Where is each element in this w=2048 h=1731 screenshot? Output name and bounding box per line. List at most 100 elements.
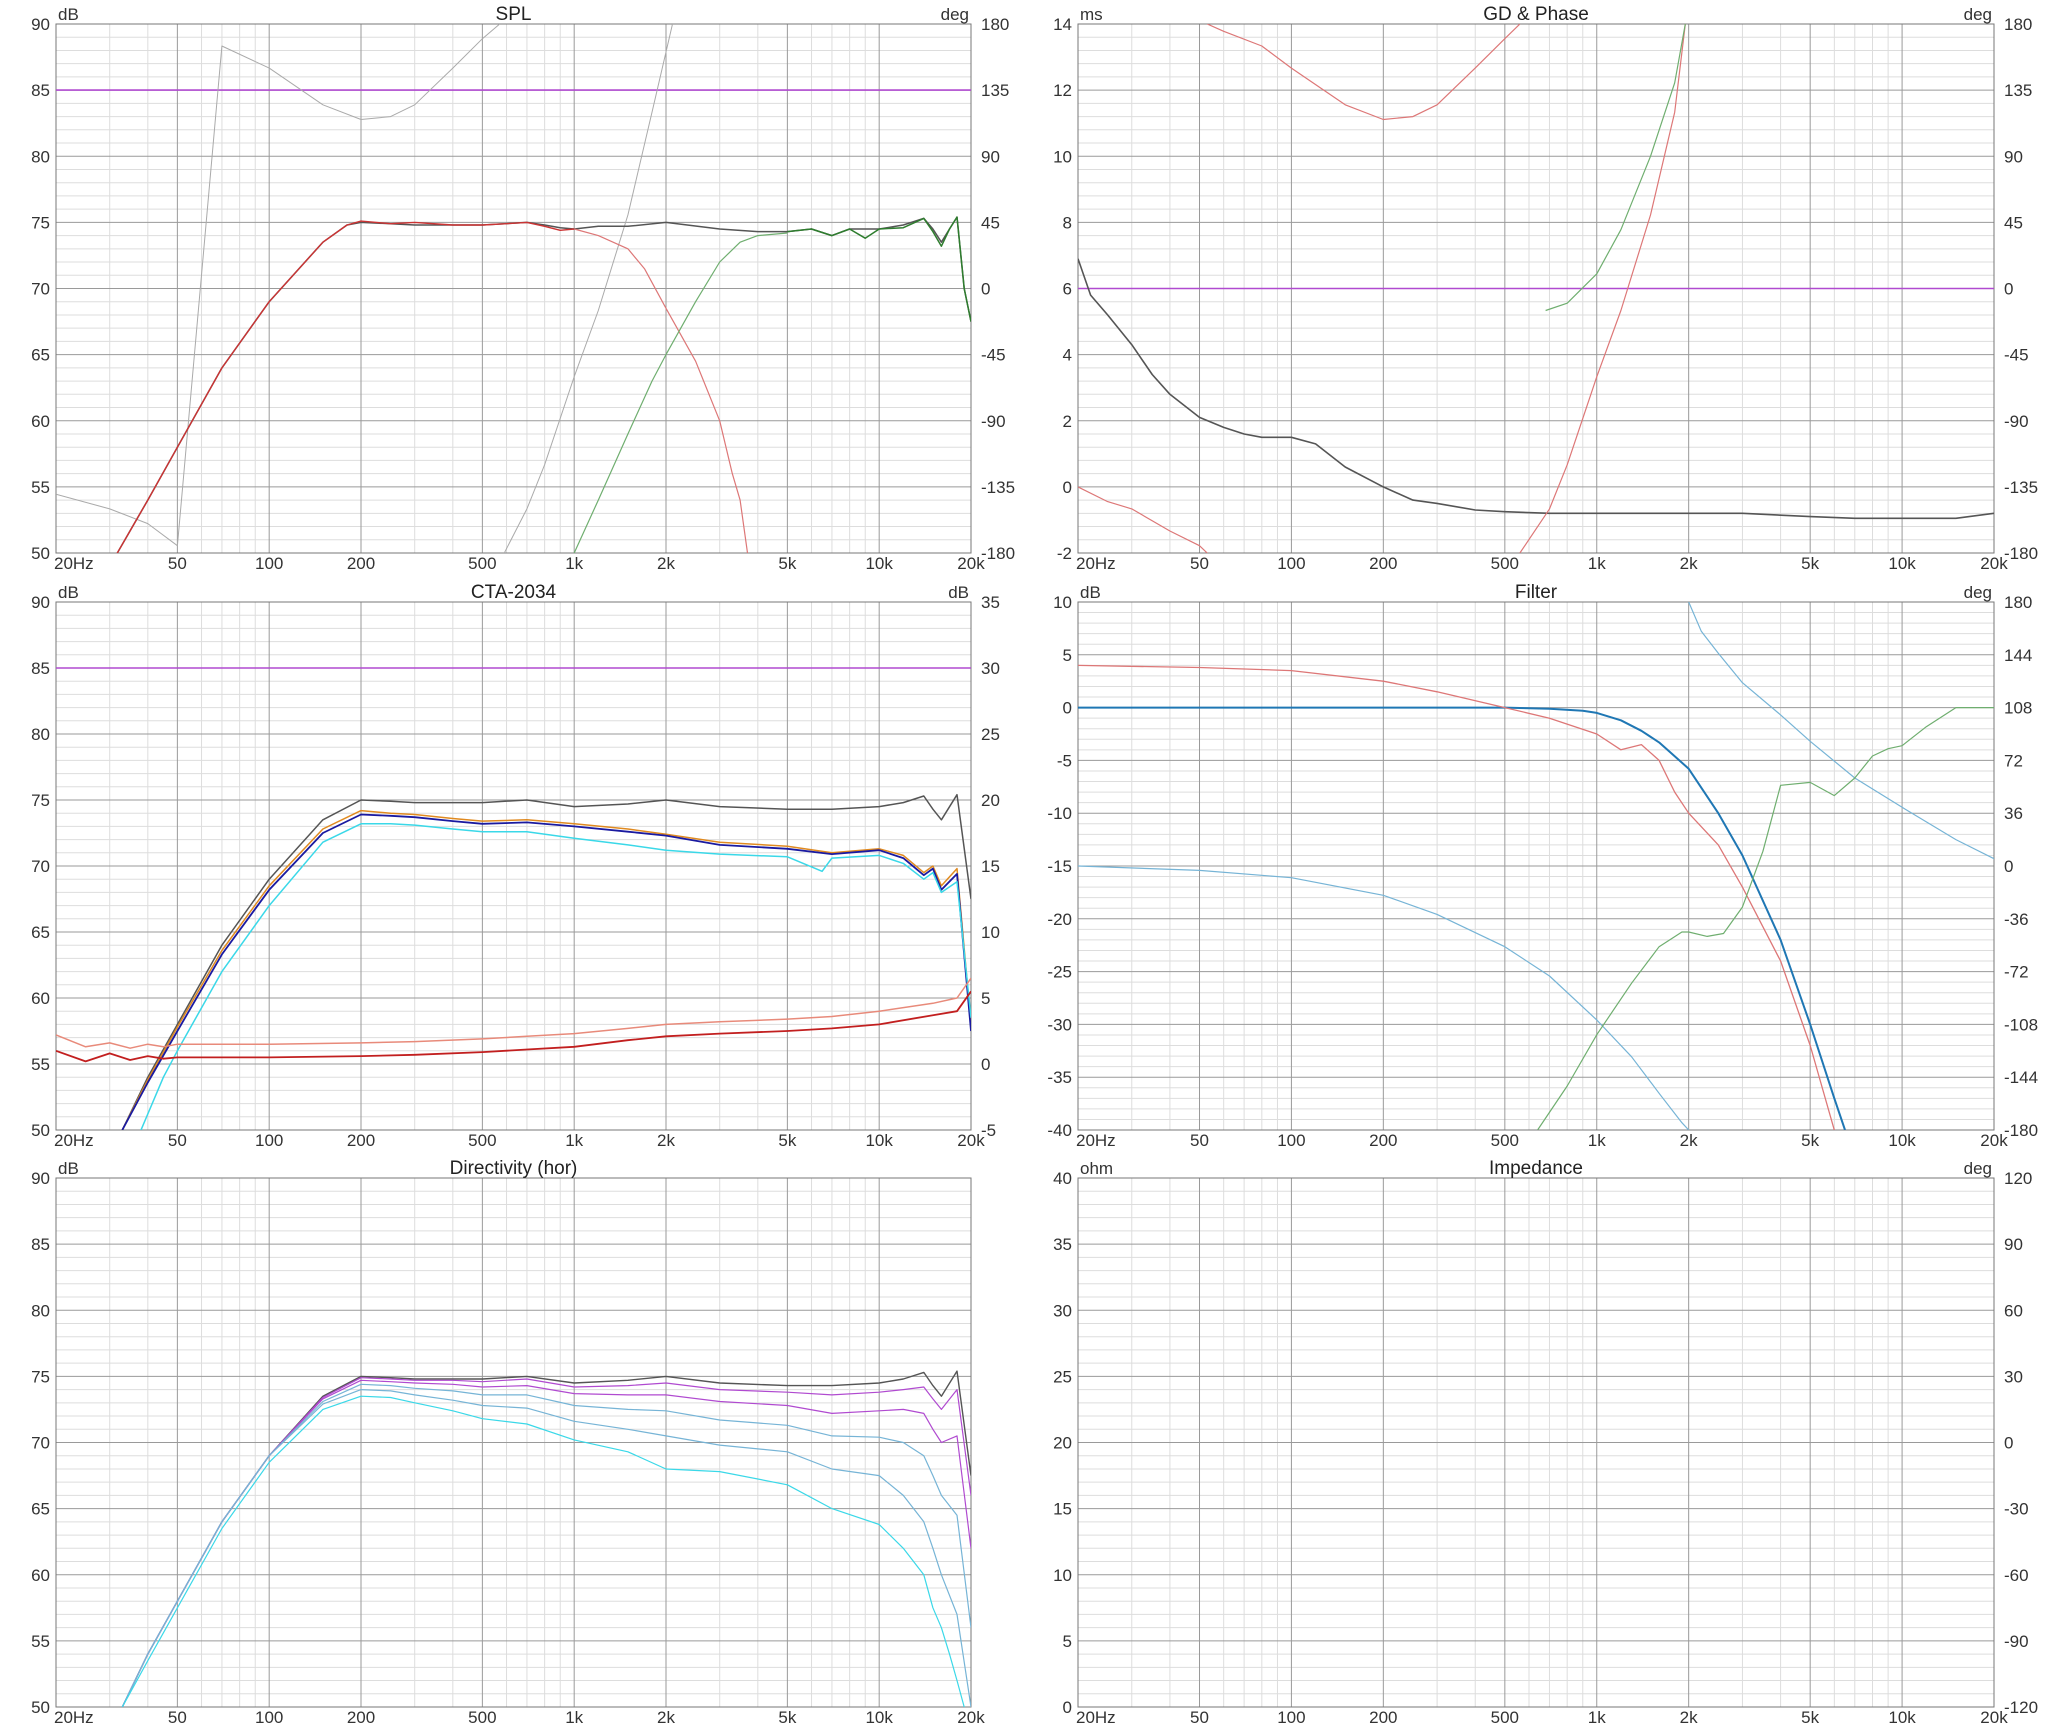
y-tick-label: 75 bbox=[31, 1367, 50, 1386]
y-tick-label: 5 bbox=[1063, 646, 1072, 665]
series-group bbox=[56, 24, 971, 553]
y-tick-label: 70 bbox=[31, 1434, 50, 1453]
y-unit-label: dB bbox=[1080, 583, 1101, 602]
series-line-2 bbox=[56, 24, 501, 547]
y2-tick-label: 60 bbox=[2004, 1301, 2023, 1320]
series-line-5 bbox=[121, 1388, 971, 1707]
y-tick-label: 60 bbox=[31, 989, 50, 1008]
y2-tick-label: -135 bbox=[2004, 478, 2038, 497]
y-tick-label: 12 bbox=[1053, 81, 1072, 100]
y-tick-label: -30 bbox=[1047, 1015, 1072, 1034]
series-line-7 bbox=[56, 990, 971, 1063]
x-tick-label: 5k bbox=[1801, 1131, 1819, 1150]
y2-tick-label: 0 bbox=[2004, 280, 2013, 299]
x-tick-label: 5k bbox=[1801, 1708, 1819, 1727]
x-tick-label: 500 bbox=[468, 1131, 496, 1150]
y-tick-label: 25 bbox=[1053, 1367, 1072, 1386]
y2-tick-label: 0 bbox=[2004, 857, 2013, 876]
series-line-1 bbox=[121, 1370, 971, 1707]
x-tick-label: 20Hz bbox=[1076, 554, 1116, 573]
x-tick-label: 500 bbox=[1491, 554, 1519, 573]
x-tick-label: 10k bbox=[1888, 1131, 1916, 1150]
y2-tick-label: -90 bbox=[981, 412, 1006, 431]
x-tick-label: 10k bbox=[865, 1131, 893, 1150]
x-tick-label: 20Hz bbox=[1076, 1708, 1116, 1727]
chart-panel-3: 20Hz 50 100 200 500 1k 2k 5k 10k 20k5055606570758… bbox=[31, 582, 1000, 1150]
y-tick-label: -40 bbox=[1047, 1121, 1072, 1140]
x-tick-label: 100 bbox=[1277, 1131, 1305, 1150]
y2-tick-label: -45 bbox=[981, 346, 1006, 365]
y-unit-label: dB bbox=[58, 583, 79, 602]
x-tick-label: 500 bbox=[1491, 1708, 1519, 1727]
y2-tick-label: 90 bbox=[981, 147, 1000, 166]
y2-tick-label: -180 bbox=[981, 544, 1015, 563]
series-line-2 bbox=[121, 793, 971, 1130]
chart-panel-2: 20Hz 50 100 200 500 1k 2k 5k 10k 20k -2 0 2 4 6 8 10 12 14… bbox=[1053, 4, 2038, 573]
chart-title: CTA-2034 bbox=[471, 582, 557, 603]
y2-tick-label: 180 bbox=[981, 15, 1009, 34]
chart-panel-1: 20Hz 50 100 200 500 1k 2k 5k 10k 20k5055606570758… bbox=[31, 4, 1015, 573]
y2-tick-label: -180 bbox=[2004, 544, 2038, 563]
y-tick-label: 60 bbox=[31, 412, 50, 431]
x-tick-label: 5k bbox=[778, 1131, 796, 1150]
y-tick-label: 10 bbox=[1053, 593, 1072, 612]
y-tick-label: 0 bbox=[1063, 478, 1072, 497]
y-tick-label: 90 bbox=[31, 593, 50, 612]
y2-unit-label: deg bbox=[1964, 583, 1992, 602]
x-tick-label: 100 bbox=[1277, 554, 1305, 573]
x-tick-label: 2k bbox=[1680, 1131, 1698, 1150]
y2-tick-label: -45 bbox=[2004, 346, 2029, 365]
x-tick-label: 200 bbox=[347, 554, 375, 573]
y2-tick-label: 10 bbox=[981, 923, 1000, 942]
x-tick-label: 20Hz bbox=[1076, 1131, 1116, 1150]
y2-tick-label: 120 bbox=[2004, 1169, 2032, 1188]
series-line-3 bbox=[503, 24, 673, 553]
series-line-4 bbox=[1206, 24, 1521, 121]
y2-tick-label: 45 bbox=[981, 213, 1000, 232]
x-tick-label: 500 bbox=[468, 554, 496, 573]
x-tick-label: 20k bbox=[1980, 1708, 2008, 1727]
chart-panel-4: 20Hz 50 100 200 500 1k 2k 5k 10k 20k-40-35-30-25-… bbox=[1047, 582, 2038, 1150]
x-tick-label: 20Hz bbox=[54, 554, 94, 573]
y-tick-label: 0 bbox=[1063, 1698, 1072, 1717]
y2-tick-label: -135 bbox=[981, 478, 1015, 497]
y2-tick-label: 20 bbox=[981, 791, 1000, 810]
y2-unit-label: dB bbox=[948, 583, 969, 602]
x-tick-label: 200 bbox=[1369, 1131, 1397, 1150]
y2-unit-label: deg bbox=[1964, 5, 1992, 24]
x-tick-label: 50 bbox=[1190, 554, 1209, 573]
x-tick-label: 5k bbox=[778, 1708, 796, 1727]
x-tick-label: 5k bbox=[1801, 554, 1819, 573]
series-group bbox=[121, 1370, 971, 1707]
y2-tick-label: -72 bbox=[2004, 963, 2029, 982]
y-tick-label: -35 bbox=[1047, 1068, 1072, 1087]
y-tick-label: -20 bbox=[1047, 910, 1072, 929]
series-line-4 bbox=[1688, 602, 1994, 860]
x-tick-label: 100 bbox=[255, 554, 283, 573]
x-tick-label: 1k bbox=[1588, 1708, 1606, 1727]
y-tick-label: 15 bbox=[1053, 1500, 1072, 1519]
series-line-5 bbox=[1519, 24, 1686, 553]
y-tick-label: 6 bbox=[1063, 280, 1072, 299]
chart-title: SPL bbox=[496, 4, 532, 25]
y2-tick-label: 90 bbox=[2004, 1235, 2023, 1254]
series-line-3 bbox=[1078, 865, 1690, 1130]
series-line-2 bbox=[1078, 664, 1835, 1130]
x-tick-label: 100 bbox=[255, 1131, 283, 1150]
y2-tick-label: 30 bbox=[2004, 1367, 2023, 1386]
x-tick-label: 50 bbox=[1190, 1708, 1209, 1727]
y2-unit-label: deg bbox=[941, 5, 969, 24]
y2-tick-label: 25 bbox=[981, 725, 1000, 744]
y2-tick-label: -90 bbox=[2004, 1632, 2029, 1651]
x-tick-label: 1k bbox=[565, 1131, 583, 1150]
y-unit-label: dB bbox=[58, 5, 79, 24]
series-line-1 bbox=[1078, 706, 1846, 1130]
chart-panel-5: 20Hz 50 100 200 500 1k 2k 5k 10k 20k5055606570758… bbox=[31, 1158, 985, 1727]
y-tick-label: 50 bbox=[31, 1698, 50, 1717]
y-tick-label: 65 bbox=[31, 1500, 50, 1519]
chart-title: Filter bbox=[1515, 582, 1558, 603]
grid-minor bbox=[1078, 602, 1994, 1130]
series-line-2 bbox=[121, 1377, 971, 1707]
plot-frame bbox=[1077, 1177, 1995, 1708]
